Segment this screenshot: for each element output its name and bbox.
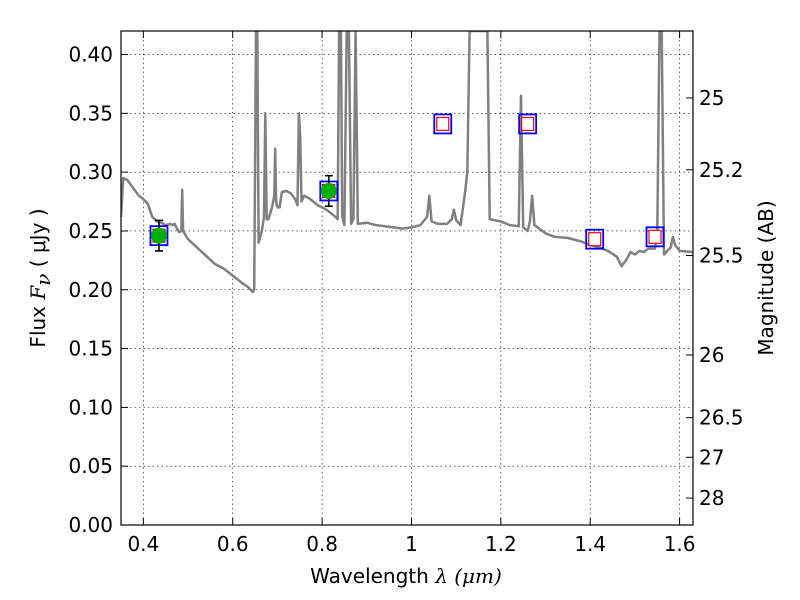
markers-layer — [149, 113, 665, 252]
y2-tick-label: 25.2 — [699, 158, 744, 182]
plot-area — [121, 31, 693, 525]
model-box-marker — [518, 113, 538, 135]
ticks: 0.4 0.6 0.8 1 1.2 1.4 1.6 0.00 0.05 0.10 0.15 0.20 0… — [68, 31, 744, 556]
model-box-marker — [433, 113, 453, 135]
y-tick-label: 0.05 — [68, 454, 113, 478]
model-inner-marker — [521, 116, 535, 132]
y-tick-label: 0.10 — [68, 395, 113, 419]
model-box-marker — [585, 228, 605, 250]
x-tick-label: 1.4 — [574, 532, 606, 556]
model-inner-marker — [648, 229, 662, 244]
x-tick-label: 1 — [405, 532, 418, 556]
y-tick-label: 0.35 — [68, 101, 113, 125]
x-tick-label: 1.6 — [664, 532, 696, 556]
x-tick-label: 0.8 — [306, 532, 338, 556]
x-tick-label: 0.4 — [127, 532, 159, 556]
observed-point — [320, 182, 337, 199]
x-axis-label: Wavelength λ (μm) — [310, 564, 502, 588]
y-tick-label: 0.00 — [68, 513, 113, 537]
model-inner-marker — [436, 116, 450, 132]
y2-tick-label: 25.5 — [699, 244, 744, 268]
plot-frame — [120, 30, 694, 526]
x-tick-label: 1.2 — [485, 532, 517, 556]
y2-tick-label: 26 — [699, 343, 724, 367]
y-tick-label: 0.25 — [68, 219, 113, 243]
y-tick-label: 0.40 — [68, 43, 113, 67]
y2-tick-label: 26.5 — [699, 406, 744, 430]
y-tick-label: 0.20 — [68, 278, 113, 302]
y2-axis-label: Magnitude (AB) — [754, 200, 778, 355]
y2-tick-label: 25 — [699, 86, 724, 110]
y-axis-label: Flux Fν ( μJy ) — [26, 208, 55, 347]
observed-point — [150, 227, 167, 244]
y2-tick-label: 27 — [699, 445, 724, 469]
y2-tick-label: 28 — [699, 486, 724, 510]
model-inner-marker — [588, 232, 602, 247]
y-tick-label: 0.15 — [68, 337, 113, 361]
y-tick-label: 0.30 — [68, 160, 113, 184]
x-tick-label: 0.6 — [217, 532, 249, 556]
model-box-marker — [645, 226, 665, 248]
